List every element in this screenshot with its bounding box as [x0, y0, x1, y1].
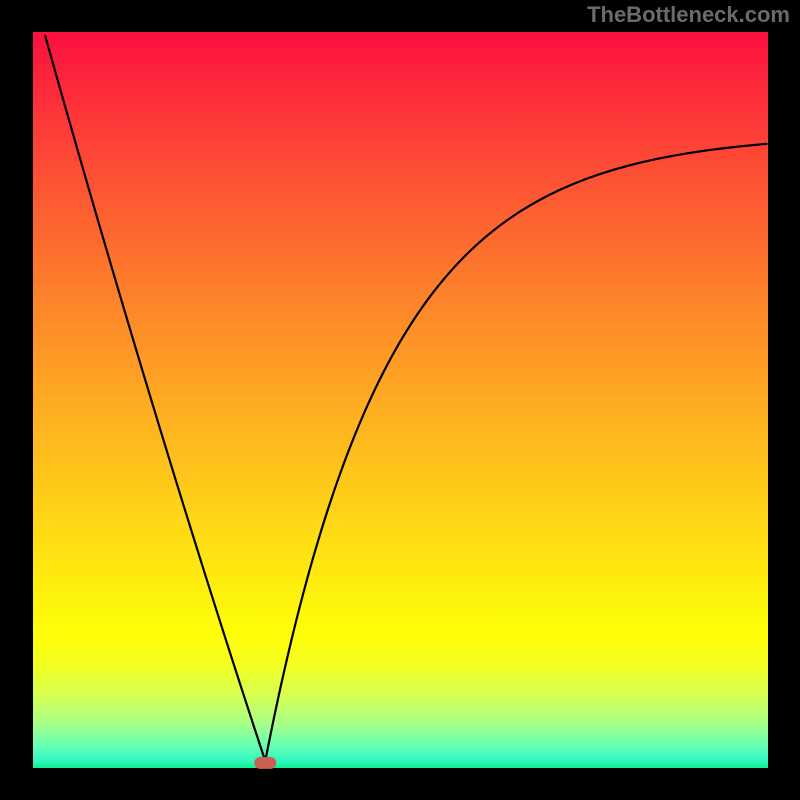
watermark-text: TheBottleneck.com	[587, 2, 790, 28]
chart-background-gradient	[33, 32, 768, 768]
optimal-point-marker	[254, 757, 276, 769]
bottleneck-chart	[0, 0, 800, 800]
chart-container: TheBottleneck.com	[0, 0, 800, 800]
